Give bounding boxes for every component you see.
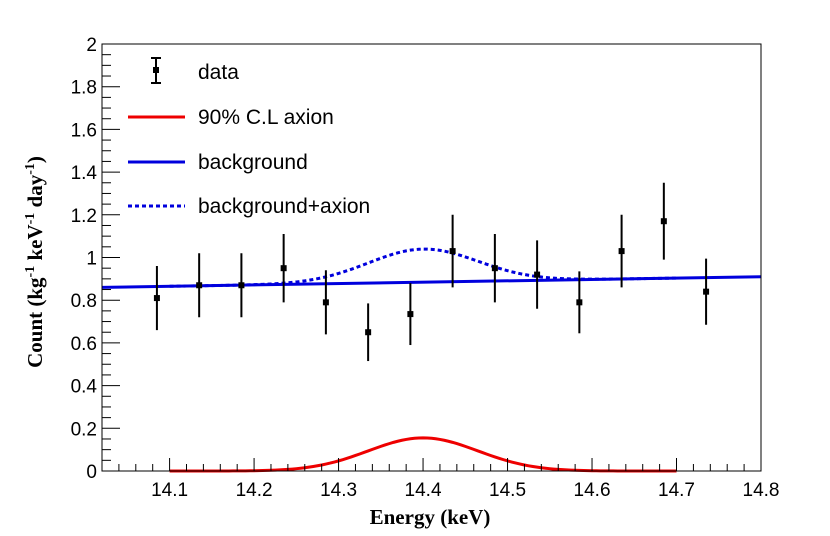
- y-axis-title: Count (kg-1 keV-1 day-1): [23, 156, 47, 368]
- data-marker: [238, 282, 245, 289]
- x-tick-label: 14.3: [320, 480, 357, 501]
- legend-label-data: data: [198, 61, 239, 84]
- legend-item-axion: 90% C.L axion: [128, 106, 334, 129]
- y-axis-title-part: Count (kg: [23, 277, 47, 368]
- data-point: [365, 303, 372, 362]
- data-point: [703, 258, 710, 325]
- data-point: [534, 240, 541, 309]
- data-point: [618, 214, 625, 288]
- data-point: [238, 253, 245, 318]
- y-axis-title-superscript: -1: [23, 213, 38, 225]
- x-tick-label: 14.8: [743, 480, 780, 501]
- legend: data 90% C.L axion background background…: [128, 57, 370, 218]
- y-axis-title-superscript: -1: [23, 163, 38, 175]
- data-point: [660, 182, 667, 260]
- data-point: [576, 271, 583, 334]
- data-point: [491, 234, 498, 303]
- data-marker: [576, 299, 583, 306]
- data-point: [449, 214, 456, 288]
- data-marker: [449, 248, 456, 255]
- y-axis-title-part: ): [23, 156, 47, 163]
- data-marker: [365, 329, 372, 336]
- y-axis-title-superscript: -1: [23, 266, 38, 278]
- data-point: [280, 234, 287, 303]
- legend-item-background: background: [128, 151, 308, 174]
- y-axis-title-part: keV: [23, 224, 47, 265]
- data-marker: [660, 218, 667, 225]
- y-tick-label: 1.6: [71, 120, 97, 141]
- y-tick-label: 0.8: [71, 291, 97, 312]
- data-point: [322, 270, 329, 335]
- data-point: [196, 253, 203, 318]
- y-tick-label: 0.4: [71, 377, 98, 398]
- y-tick-label: 1.2: [71, 206, 97, 227]
- data-marker: [703, 288, 710, 295]
- x-tick-label: 14.4: [405, 480, 442, 501]
- y-axis: 0 0.2 0.4 0.6 0.8 1 1.2 1.4 1.6 1.8 2: [71, 35, 120, 483]
- x-axis-title: Energy (keV): [370, 505, 491, 529]
- y-tick-label: 0: [86, 462, 97, 483]
- legend-label-axion: 90% C.L axion: [198, 106, 334, 129]
- data-point: [407, 283, 414, 346]
- y-tick-label: 1.8: [71, 78, 97, 99]
- x-tick-label: 14.6: [574, 480, 611, 501]
- data-marker: [322, 299, 329, 306]
- x-tick-label: 14.2: [236, 480, 273, 501]
- background-line: [101, 275, 762, 289]
- data-marker: [280, 265, 287, 272]
- x-tick-label: 14.5: [489, 480, 526, 501]
- y-tick-label: 2: [86, 35, 97, 56]
- data-marker: [196, 282, 203, 289]
- data-series: [153, 182, 710, 362]
- x-tick-label: 14.7: [658, 480, 695, 501]
- data-marker: [618, 248, 625, 255]
- y-tick-label: 1.4: [71, 163, 98, 184]
- data-point: [153, 266, 160, 331]
- x-axis: 14.1 14.2 14.3 14.4 14.5 14.6 14.7 14.8: [101, 458, 780, 501]
- y-tick-label: 1: [86, 249, 97, 270]
- y-tick-label: 0.2: [71, 419, 97, 440]
- data-marker: [491, 265, 498, 272]
- legend-data-marker: [153, 67, 159, 73]
- x-tick-label: 14.1: [151, 480, 188, 501]
- legend-label-background: background: [198, 151, 308, 174]
- legend-label-bg-axion: background+axion: [198, 195, 370, 218]
- data-marker: [153, 295, 160, 302]
- y-axis-title-part: day: [23, 174, 47, 212]
- data-marker: [407, 311, 414, 318]
- legend-item-bg-axion: background+axion: [128, 195, 370, 218]
- y-tick-label: 0.6: [71, 334, 97, 355]
- background-series: [101, 275, 762, 289]
- legend-item-data: data: [151, 57, 239, 84]
- data-marker: [534, 271, 541, 278]
